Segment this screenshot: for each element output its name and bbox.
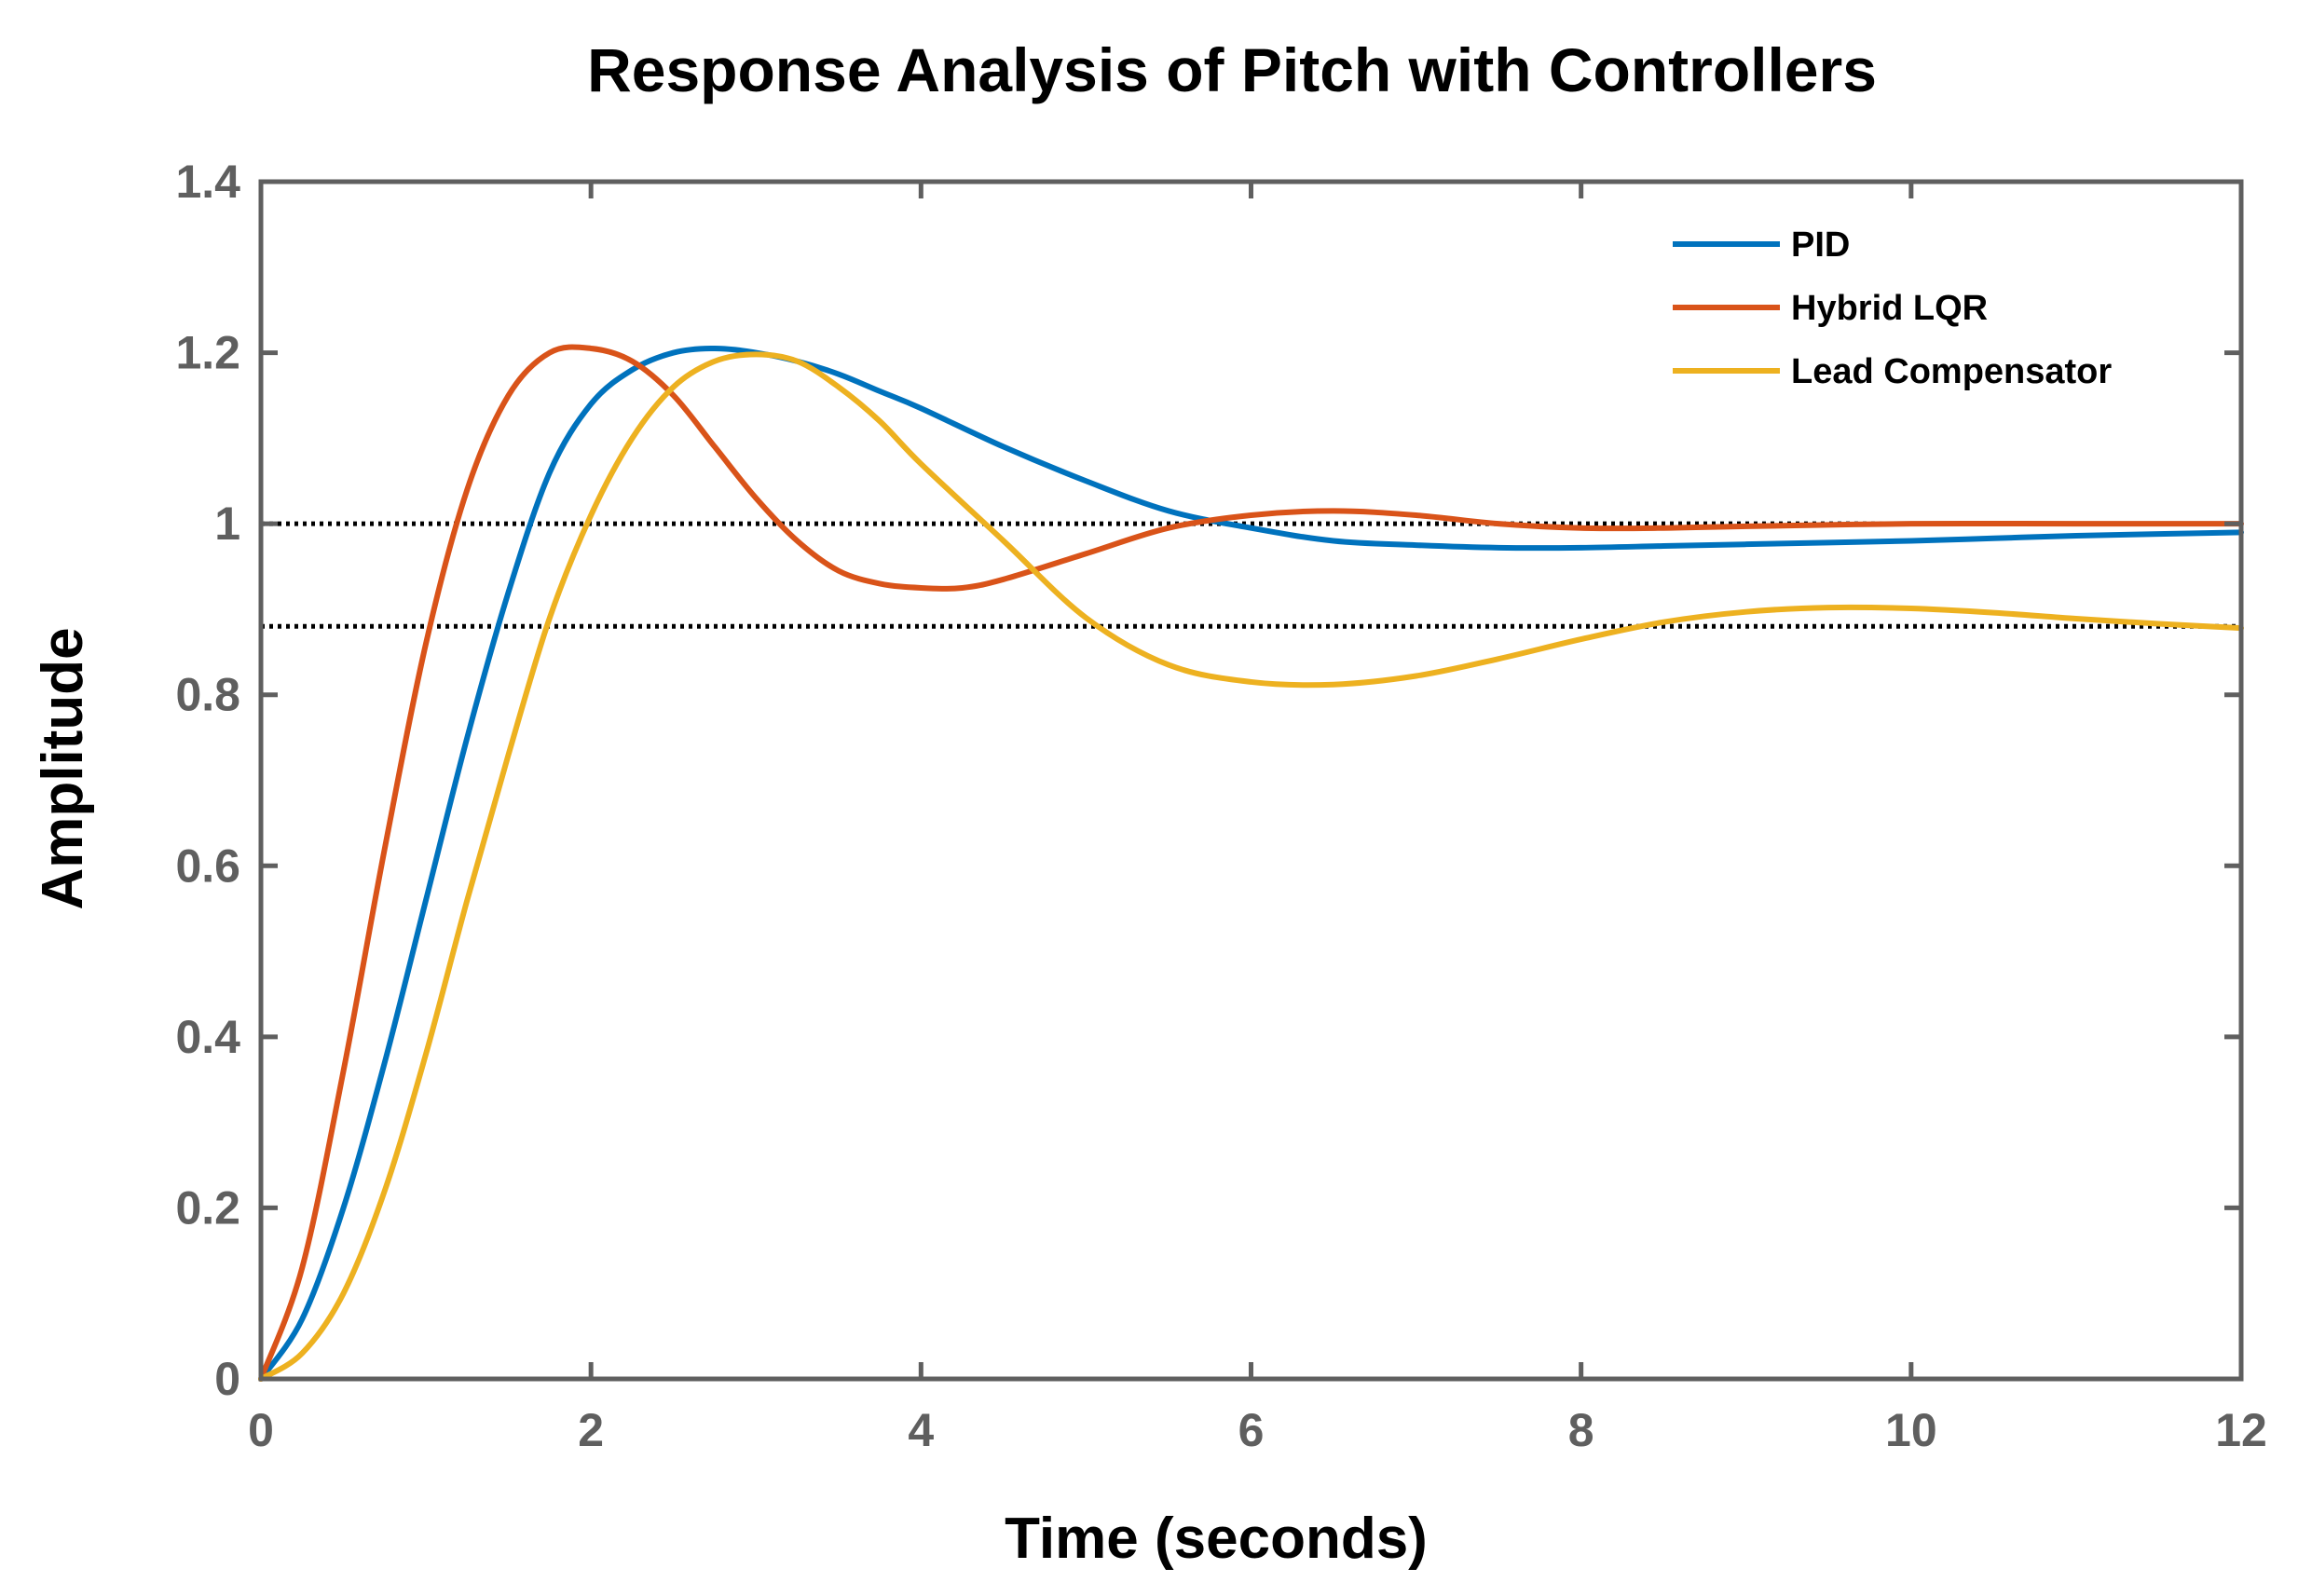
y-tick-labels: 0 0.2 0.4 0.6 0.8 1 1.2 1.4 — [175, 156, 240, 1405]
chart-title: Response Analysis of Pitch with Controll… — [587, 35, 1877, 104]
series-line-3[interactable] — [258, 351, 2244, 1382]
legend-label-1: PID — [1791, 225, 1850, 265]
y-tick-label: 0.2 — [175, 1181, 240, 1234]
x-axis-label: Time (seconds) — [1005, 1507, 1428, 1571]
axis-ticks — [258, 179, 2244, 1382]
legend-label-3: Lead Compensator — [1791, 352, 2112, 391]
legend-label-2: Hybrid LQR — [1791, 289, 1988, 328]
y-axis-label: Amplitude — [31, 627, 95, 909]
x-tick-label: 2 — [578, 1404, 604, 1456]
x-tick-label: 6 — [1238, 1404, 1265, 1456]
x-tick-label: 8 — [1568, 1404, 1594, 1456]
y-tick-label: 1 — [214, 498, 240, 550]
y-tick-label: 1.4 — [175, 156, 240, 208]
y-tick-label: 0.4 — [175, 1011, 240, 1063]
y-tick-label: 0 — [214, 1353, 240, 1405]
y-tick-label: 0.8 — [175, 669, 240, 721]
y-tick-label: 1.2 — [175, 327, 240, 379]
x-tick-labels: 0 2 4 6 8 10 12 — [248, 1404, 2267, 1456]
series-line-2[interactable] — [258, 344, 2244, 1382]
legend[interactable]: PID Hybrid LQR Lead Compensator — [1673, 225, 2112, 391]
x-tick-label: 12 — [2215, 1404, 2267, 1456]
series-line-1[interactable] — [258, 345, 2244, 1382]
reference-lines — [261, 521, 2241, 629]
series-lines — [258, 344, 2244, 1382]
x-tick-label: 0 — [248, 1404, 274, 1456]
x-tick-label: 4 — [908, 1404, 934, 1456]
x-tick-label: 10 — [1885, 1404, 1937, 1456]
y-tick-label: 0.6 — [175, 839, 240, 892]
